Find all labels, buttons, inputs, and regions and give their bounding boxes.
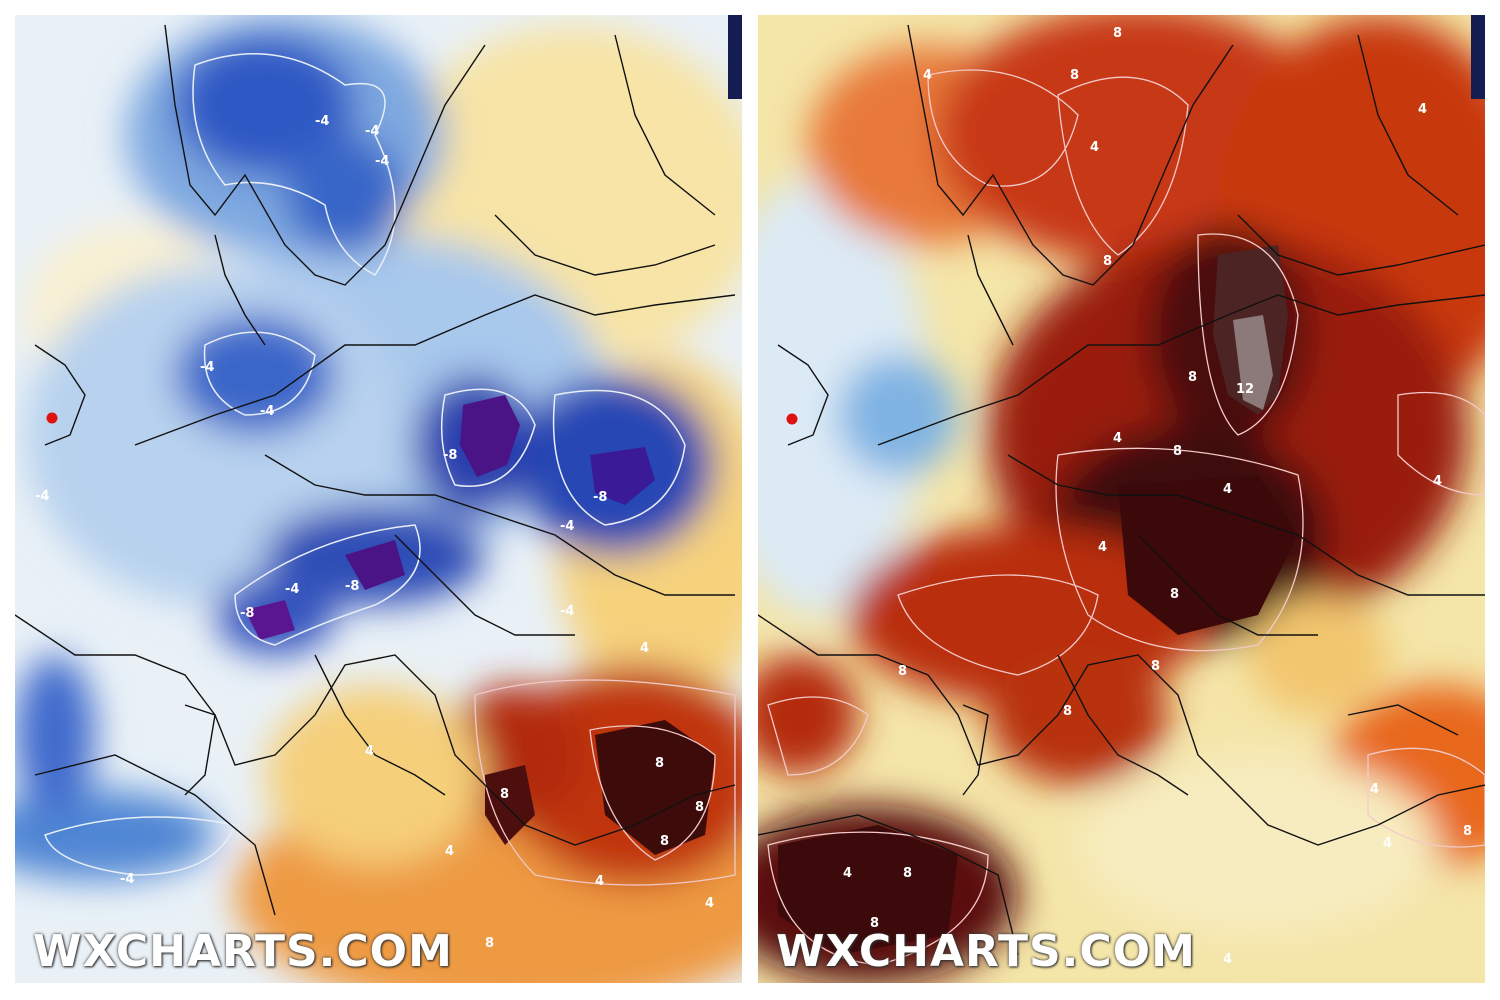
contour-label: 8 — [1063, 704, 1072, 719]
contour-label: 4 — [1383, 836, 1392, 851]
contour-label: -8 — [345, 579, 359, 594]
color-scale-strip — [728, 15, 742, 99]
warm-contour-lines — [474, 679, 736, 886]
contour-label: 8 — [1173, 444, 1182, 459]
contour-lines — [767, 69, 1485, 966]
location-marker — [46, 412, 58, 424]
contour-label: -4 — [120, 872, 134, 887]
contour-label: 4 — [843, 866, 852, 881]
contour-lines — [44, 53, 686, 876]
watermark: WXCHARTS.COM — [776, 926, 1196, 977]
contour-value-labels: -4 -4 -4 -4 -4 -8 -8 -4 -8 -8 -4 -4 -4 -… — [35, 114, 714, 951]
contour-label: 4 — [1370, 782, 1379, 797]
cold-core-alps-east — [345, 540, 405, 590]
contour-label: -4 — [260, 404, 274, 419]
contour-label: -8 — [240, 606, 254, 621]
contour-label: -4 — [365, 124, 379, 139]
contour-label: 12 — [1236, 382, 1254, 397]
warm-core-turkey — [595, 720, 715, 855]
contour-label: 8 — [695, 800, 704, 815]
cold-core-ukraine — [590, 447, 655, 505]
contour-label: 8 — [1151, 659, 1160, 674]
contour-label: 4 — [1418, 102, 1427, 117]
contour-label: -4 — [35, 489, 49, 504]
contour-label: 8 — [903, 866, 912, 881]
contour-label: 8 — [1463, 824, 1472, 839]
contour-label: 8 — [898, 664, 907, 679]
contour-label: 4 — [1113, 431, 1122, 446]
contour-value-labels: 8 4 8 4 8 4 8 12 8 4 4 8 4 8 8 8 8 8 4 4… — [843, 26, 1472, 967]
coastlines-and-borders — [15, 24, 736, 916]
contour-label: 4 — [1223, 482, 1232, 497]
left-map-canvas: -4 -4 -4 -4 -4 -8 -8 -4 -8 -8 -4 -4 -4 -… — [15, 15, 742, 983]
contour-label: 4 — [1433, 474, 1442, 489]
contour-label: -4 — [200, 360, 214, 375]
right-map-canvas: 8 4 8 4 8 4 8 12 8 4 4 8 4 8 8 8 8 8 4 4… — [758, 15, 1485, 983]
right-temperature-anomaly-map: 8 4 8 4 8 4 8 12 8 4 4 8 4 8 8 8 8 8 4 4… — [758, 15, 1485, 983]
contour-label: 8 — [500, 787, 509, 802]
contour-label: 8 — [870, 916, 879, 931]
contour-label: 8 — [1170, 587, 1179, 602]
location-marker — [786, 413, 798, 425]
contour-label: 4 — [445, 844, 454, 859]
contour-label: 8 — [1113, 26, 1122, 41]
contour-label: 4 — [595, 874, 604, 889]
left-temperature-anomaly-map: -4 -4 -4 -4 -4 -8 -8 -4 -8 -8 -4 -4 -4 -… — [15, 15, 742, 983]
contour-label: -4 — [315, 114, 329, 129]
contour-label: 8 — [660, 834, 669, 849]
contour-label: 4 — [1090, 140, 1099, 155]
cold-core-poland — [460, 395, 520, 477]
warm-peak-12 — [1233, 315, 1273, 410]
anomaly-field — [758, 15, 1485, 983]
contour-label: 4 — [1223, 952, 1232, 967]
contour-label: 8 — [1103, 254, 1112, 269]
contour-label: -8 — [593, 490, 607, 505]
watermark: WXCHARTS.COM — [33, 926, 453, 977]
contour-label: -4 — [375, 154, 389, 169]
anomaly-field — [15, 15, 742, 983]
contour-label: -4 — [560, 519, 574, 534]
contour-label: 8 — [485, 936, 494, 951]
contour-label: 8 — [1188, 370, 1197, 385]
contour-label: 8 — [1070, 68, 1079, 83]
contour-label: 4 — [923, 68, 932, 83]
contour-label: 8 — [655, 756, 664, 771]
coastlines-and-borders — [758, 24, 1485, 956]
contour-label: -4 — [560, 604, 574, 619]
contour-label: 4 — [705, 896, 714, 911]
warm-core-north-africa — [778, 825, 958, 955]
contour-label: -4 — [285, 582, 299, 597]
color-scale-strip — [1471, 15, 1485, 99]
warm-core-greece — [485, 765, 535, 845]
cold-core-alps-west — [245, 600, 295, 640]
extreme-cores — [778, 245, 1298, 955]
extreme-cores — [245, 395, 715, 855]
contour-label: -8 — [443, 448, 457, 463]
contour-label: 4 — [640, 641, 649, 656]
contour-label: 4 — [365, 744, 374, 759]
contour-label: 4 — [1098, 540, 1107, 555]
warm-core-hungary — [1118, 475, 1298, 635]
